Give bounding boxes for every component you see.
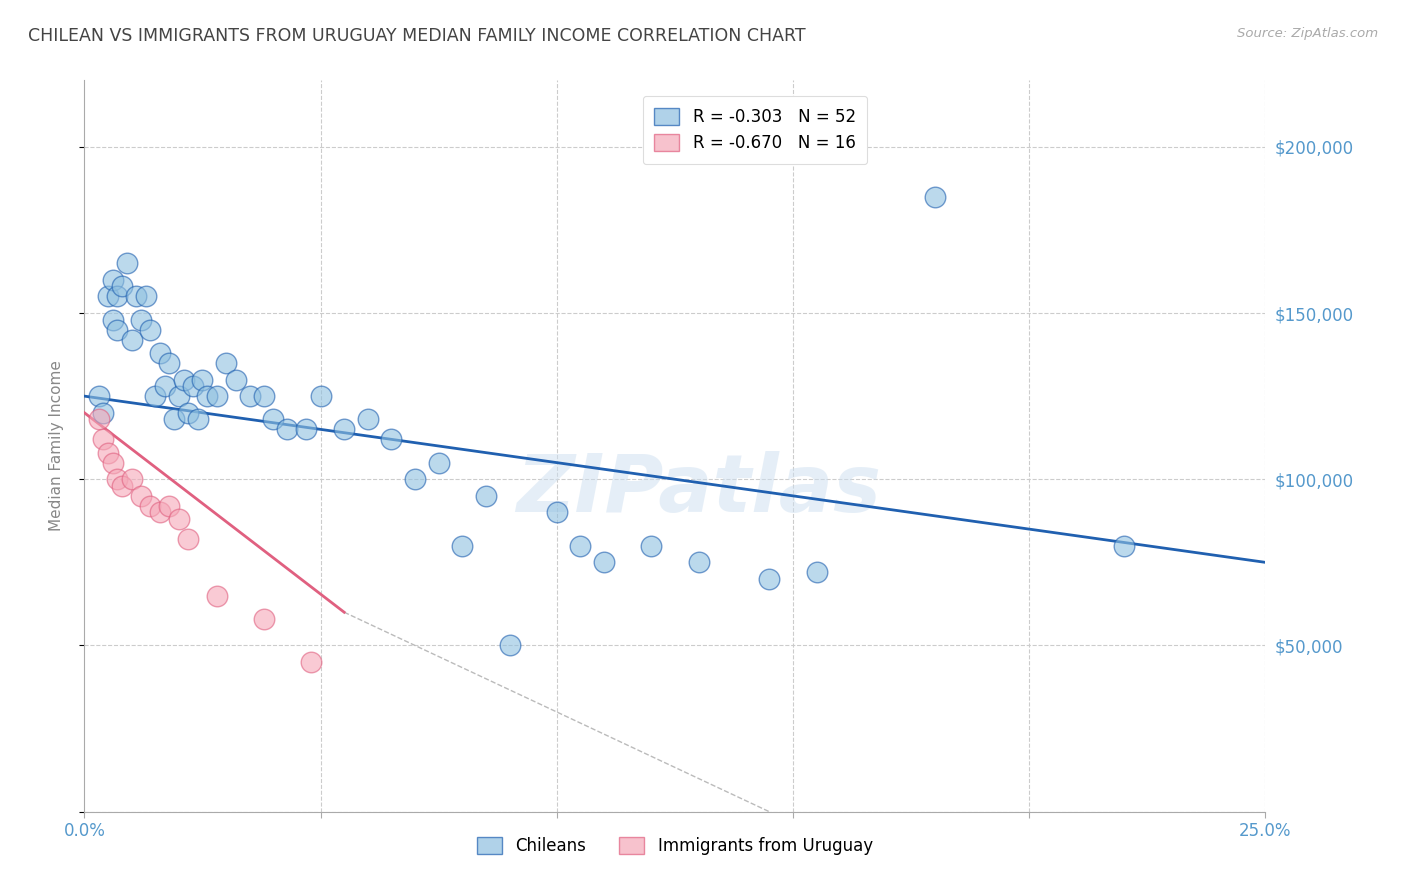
Point <box>924 189 946 203</box>
Point <box>107 289 129 303</box>
Point <box>546 506 568 520</box>
Point <box>143 389 166 403</box>
Point <box>253 389 276 403</box>
Legend: Chileans, Immigrants from Uruguay: Chileans, Immigrants from Uruguay <box>470 830 880 862</box>
Point <box>97 289 120 303</box>
Point <box>163 412 186 426</box>
Point <box>153 379 176 393</box>
Point <box>380 433 402 447</box>
Point <box>451 539 474 553</box>
Point <box>253 612 276 626</box>
Point <box>87 412 110 426</box>
Point <box>569 539 592 553</box>
Point <box>173 372 195 386</box>
Point <box>276 422 298 436</box>
Point <box>107 323 129 337</box>
Point <box>181 379 204 393</box>
Point <box>498 639 520 653</box>
Point <box>640 539 662 553</box>
Point <box>333 422 356 436</box>
Text: ZIPatlas: ZIPatlas <box>516 450 882 529</box>
Point <box>215 356 238 370</box>
Point <box>91 433 114 447</box>
Point <box>309 389 332 403</box>
Point <box>129 489 152 503</box>
Point <box>121 333 143 347</box>
Point <box>295 422 318 436</box>
Point <box>101 456 124 470</box>
Point <box>177 406 200 420</box>
Point <box>101 312 124 326</box>
Point <box>139 499 162 513</box>
Point <box>262 412 284 426</box>
Point <box>149 346 172 360</box>
Point <box>225 372 247 386</box>
Point <box>187 412 209 426</box>
Point <box>191 372 214 386</box>
Point <box>157 356 180 370</box>
Point <box>91 406 114 420</box>
Point <box>111 479 134 493</box>
Point <box>205 389 228 403</box>
Point <box>593 555 616 569</box>
Point <box>167 389 190 403</box>
Point <box>111 279 134 293</box>
Point <box>135 289 157 303</box>
Point <box>427 456 450 470</box>
Point <box>357 412 380 426</box>
Point <box>129 312 152 326</box>
Point <box>139 323 162 337</box>
Point <box>101 273 124 287</box>
Point <box>239 389 262 403</box>
Text: Source: ZipAtlas.com: Source: ZipAtlas.com <box>1237 27 1378 40</box>
Point <box>688 555 710 569</box>
Point <box>404 472 426 486</box>
Point <box>107 472 129 486</box>
Point <box>758 572 780 586</box>
Point <box>121 472 143 486</box>
Point <box>149 506 172 520</box>
Point <box>806 566 828 580</box>
Point <box>475 489 498 503</box>
Text: CHILEAN VS IMMIGRANTS FROM URUGUAY MEDIAN FAMILY INCOME CORRELATION CHART: CHILEAN VS IMMIGRANTS FROM URUGUAY MEDIA… <box>28 27 806 45</box>
Point <box>167 512 190 526</box>
Point <box>1112 539 1135 553</box>
Point <box>97 445 120 459</box>
Point <box>177 532 200 546</box>
Point <box>157 499 180 513</box>
Point <box>115 256 138 270</box>
Point <box>195 389 218 403</box>
Point <box>125 289 148 303</box>
Point <box>205 589 228 603</box>
Point <box>299 655 322 669</box>
Point <box>87 389 110 403</box>
Y-axis label: Median Family Income: Median Family Income <box>49 360 63 532</box>
